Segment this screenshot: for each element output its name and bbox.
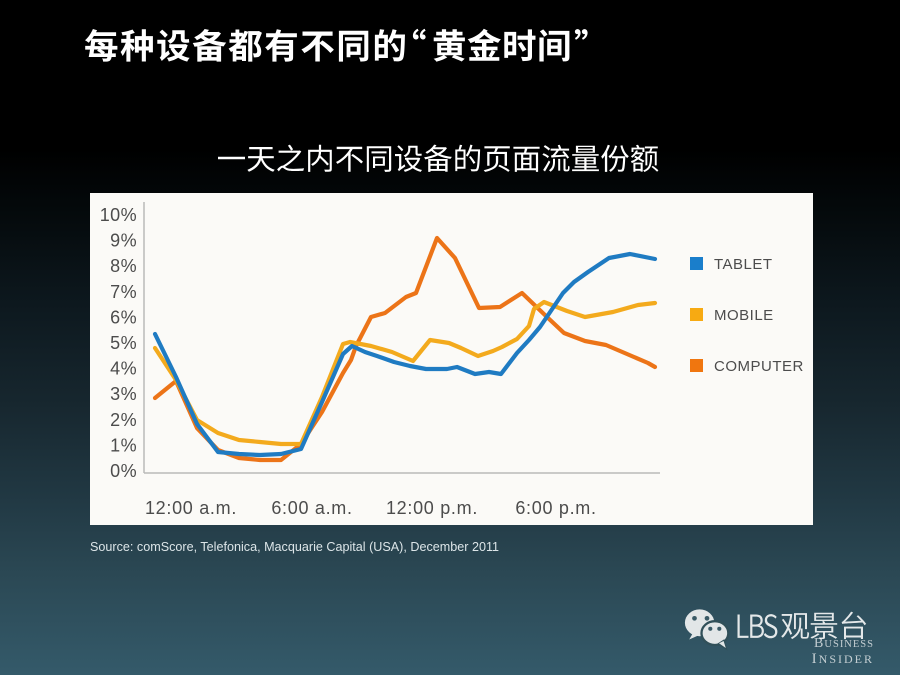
svg-text:0%: 0% (110, 461, 137, 481)
svg-text:1%: 1% (110, 435, 137, 455)
svg-text:12:00 p.m.: 12:00 p.m. (386, 498, 478, 518)
svg-text:COMPUTER: COMPUTER (714, 358, 804, 375)
svg-text:5%: 5% (110, 333, 137, 353)
svg-text:6%: 6% (110, 307, 137, 327)
svg-text:9%: 9% (110, 231, 137, 251)
svg-text:8%: 8% (110, 256, 137, 276)
svg-text:3%: 3% (110, 384, 137, 404)
svg-text:12:00 a.m.: 12:00 a.m. (145, 498, 237, 518)
svg-text:MOBILE: MOBILE (714, 307, 774, 324)
svg-text:7%: 7% (110, 282, 137, 302)
svg-text:2%: 2% (110, 410, 137, 430)
svg-text:6:00 a.m.: 6:00 a.m. (271, 498, 352, 518)
svg-text:6:00 p.m.: 6:00 p.m. (515, 498, 596, 518)
svg-text:4%: 4% (110, 359, 137, 379)
svg-text:TABLET: TABLET (714, 256, 773, 273)
svg-text:10%: 10% (100, 205, 137, 225)
